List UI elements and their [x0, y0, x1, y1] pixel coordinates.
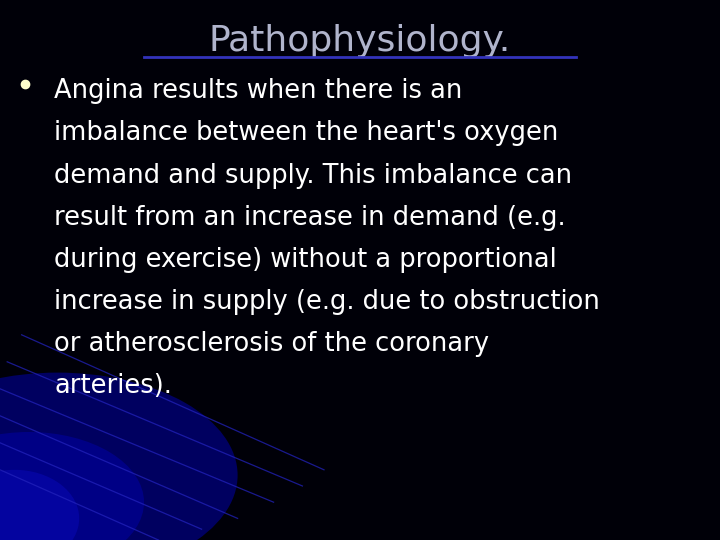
- Text: increase in supply (e.g. due to obstruction: increase in supply (e.g. due to obstruct…: [54, 289, 600, 315]
- Text: during exercise) without a proportional: during exercise) without a proportional: [54, 247, 557, 273]
- Ellipse shape: [0, 373, 238, 540]
- Text: Angina results when there is an: Angina results when there is an: [54, 78, 462, 104]
- Ellipse shape: [0, 470, 79, 540]
- Text: Pathophysiology.: Pathophysiology.: [209, 24, 511, 58]
- Ellipse shape: [0, 432, 144, 540]
- Text: imbalance between the heart's oxygen: imbalance between the heart's oxygen: [54, 120, 559, 146]
- Text: result from an increase in demand (e.g.: result from an increase in demand (e.g.: [54, 205, 566, 231]
- Text: arteries).: arteries).: [54, 373, 172, 399]
- Text: demand and supply. This imbalance can: demand and supply. This imbalance can: [54, 163, 572, 188]
- Text: or atherosclerosis of the coronary: or atherosclerosis of the coronary: [54, 331, 489, 357]
